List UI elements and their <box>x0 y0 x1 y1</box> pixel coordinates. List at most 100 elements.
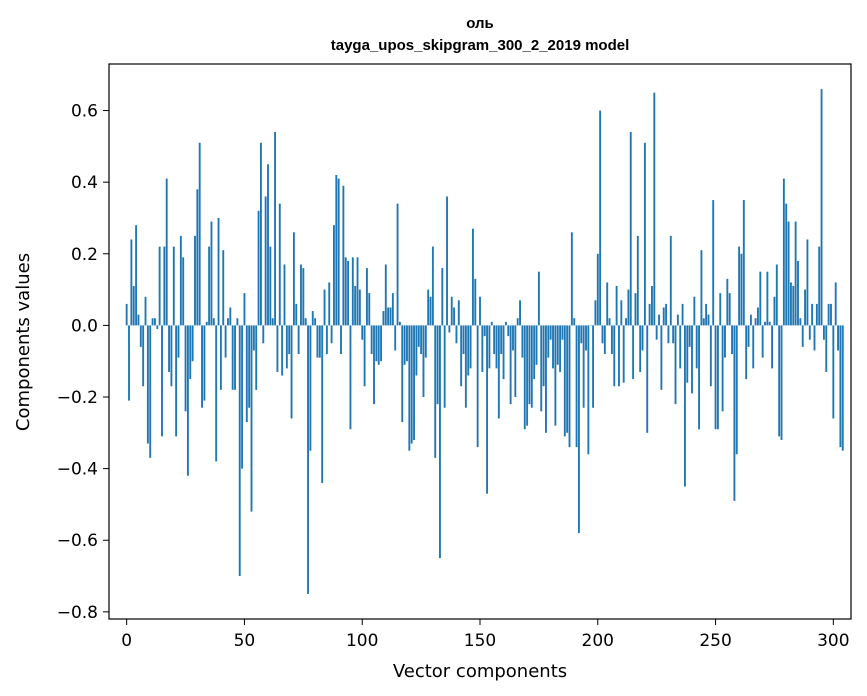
bar <box>792 286 795 326</box>
bar <box>625 318 627 326</box>
bar <box>787 221 790 326</box>
bar <box>290 325 293 419</box>
bar <box>837 325 839 351</box>
bar <box>373 325 375 405</box>
bar <box>707 314 710 326</box>
bar <box>780 325 783 440</box>
bar <box>627 289 630 326</box>
bar <box>135 225 138 326</box>
bar <box>245 325 248 423</box>
bar <box>483 325 486 337</box>
bar <box>170 325 173 387</box>
bar <box>389 307 392 326</box>
bar <box>224 325 227 358</box>
bar <box>460 325 463 387</box>
bar <box>408 325 411 451</box>
bar <box>596 253 599 326</box>
bar <box>641 325 644 351</box>
bar <box>413 325 415 440</box>
bar <box>236 318 239 326</box>
bar <box>172 246 175 326</box>
bar <box>808 325 811 340</box>
bar <box>415 325 418 376</box>
bar <box>700 250 703 326</box>
bar <box>333 225 335 326</box>
bar <box>733 325 736 501</box>
bar <box>448 325 451 333</box>
y-tick-label: 0.6 <box>71 102 98 122</box>
bar <box>201 325 203 408</box>
bar <box>217 217 220 326</box>
bar <box>434 325 437 458</box>
x-tick-label: 300 <box>817 631 849 651</box>
bar <box>191 325 194 362</box>
bar <box>325 325 328 355</box>
bar <box>759 271 762 326</box>
bar <box>146 325 149 444</box>
bar <box>283 264 286 326</box>
bar <box>292 232 295 326</box>
bar <box>222 250 225 326</box>
bar <box>128 325 130 401</box>
bar <box>615 286 618 326</box>
bar <box>269 246 272 326</box>
bar <box>519 300 521 326</box>
bar <box>344 257 347 326</box>
bar <box>721 325 724 412</box>
bar <box>250 325 253 512</box>
bar <box>198 142 201 326</box>
bar <box>811 303 814 326</box>
bar <box>175 325 178 437</box>
bar <box>577 325 580 534</box>
bar <box>241 325 244 469</box>
bar <box>674 325 677 405</box>
y-tick-label: −0.6 <box>57 531 98 551</box>
bar <box>698 325 700 430</box>
x-tick-label: 0 <box>121 631 132 651</box>
bar <box>443 325 446 408</box>
bar <box>563 325 566 437</box>
bar <box>321 325 324 483</box>
bar <box>559 325 562 372</box>
bar <box>342 185 345 326</box>
bar <box>806 239 809 326</box>
bar <box>354 286 357 326</box>
bar <box>655 325 658 340</box>
bar <box>634 293 637 326</box>
bar <box>757 307 759 326</box>
bar <box>370 325 373 355</box>
bar <box>580 325 583 344</box>
bar <box>234 325 236 390</box>
bar <box>264 196 267 326</box>
bar <box>490 321 493 326</box>
bar <box>594 300 597 326</box>
bar <box>554 325 557 426</box>
bar <box>726 278 729 326</box>
bar <box>347 260 350 326</box>
bar <box>302 268 305 326</box>
bar <box>820 89 823 326</box>
bar <box>158 246 161 326</box>
bar <box>789 282 792 326</box>
bar <box>530 325 533 408</box>
bar <box>676 314 679 326</box>
bar <box>318 325 321 358</box>
bar <box>502 325 505 380</box>
bar <box>573 318 576 326</box>
y-tick-label: −0.8 <box>57 603 98 623</box>
bar <box>255 325 258 390</box>
bar <box>311 311 314 326</box>
bar <box>394 325 397 351</box>
bar <box>801 325 804 347</box>
bar <box>712 200 715 326</box>
bar <box>262 325 265 344</box>
bar <box>773 296 776 326</box>
bar <box>740 253 743 326</box>
plot-frame <box>108 63 852 620</box>
bar <box>778 325 781 437</box>
bar <box>474 278 477 326</box>
bar <box>493 325 496 355</box>
bar <box>229 307 232 326</box>
x-tick-label: 150 <box>464 631 496 651</box>
